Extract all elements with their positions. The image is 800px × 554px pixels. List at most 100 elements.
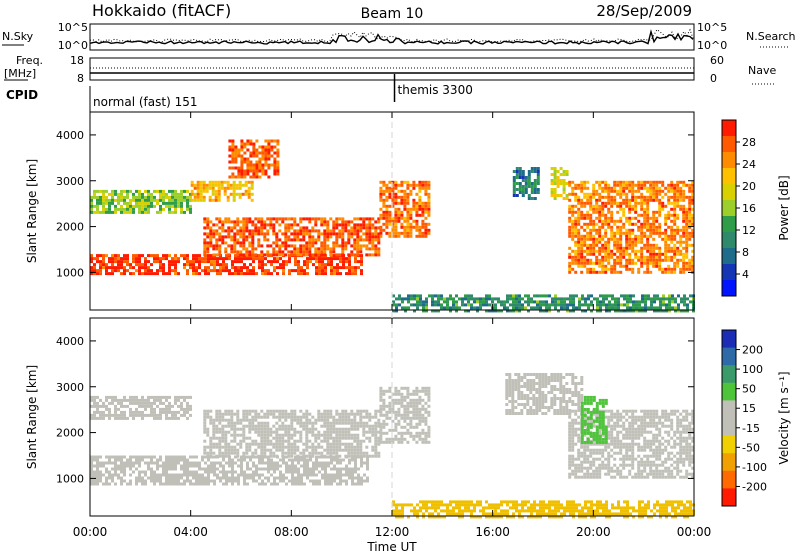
- heatmap-cell: [628, 219, 632, 223]
- heatmap-cell: [650, 300, 653, 304]
- heatmap-cell: [488, 297, 491, 301]
- heatmap-cell: [296, 223, 300, 227]
- heatmap-cell: [281, 445, 285, 449]
- heatmap-cell: [252, 175, 256, 179]
- heatmap-cell: [212, 427, 216, 431]
- heatmap-cell: [233, 412, 237, 416]
- heatmap-cell: [270, 464, 273, 468]
- heatmap-cell: [520, 412, 524, 415]
- heatmap-cell: [296, 415, 300, 419]
- heatmap-cell: [371, 244, 375, 248]
- heatmap-cell: [228, 269, 231, 273]
- heatmap-cell: [599, 306, 602, 310]
- heatmap-cell: [326, 226, 330, 230]
- heatmap-cell: [282, 473, 285, 477]
- heatmap-cell: [394, 219, 398, 223]
- heatmap-cell: [673, 249, 677, 253]
- heatmap-cell: [514, 412, 518, 415]
- heatmap-cell: [126, 458, 129, 462]
- heatmap-cell: [237, 458, 240, 462]
- heatmap-cell: [309, 458, 312, 462]
- heatmap-cell: [223, 180, 227, 184]
- heatmap-cell: [165, 410, 168, 414]
- heatmap-cell: [616, 258, 620, 262]
- heatmap-cell: [105, 254, 108, 258]
- heatmap-cell: [105, 479, 108, 483]
- heatmap-cell: [359, 223, 363, 227]
- heatmap-cell: [234, 257, 237, 261]
- heatmap-cell: [527, 176, 531, 179]
- heatmap-cell: [353, 253, 357, 257]
- heatmap-cell: [691, 180, 695, 184]
- heatmap-cell: [243, 458, 246, 462]
- heatmap-cell: [203, 247, 207, 251]
- heatmap-cell: [583, 258, 587, 262]
- heatmap-cell: [162, 189, 165, 193]
- heatmap-cell: [129, 458, 132, 462]
- heatmap-cell: [673, 237, 677, 241]
- heatmap-cell: [129, 266, 132, 270]
- heatmap-cell: [174, 266, 177, 270]
- heatmap-cell: [479, 306, 482, 310]
- heatmap-cell: [385, 210, 389, 214]
- heatmap-cell: [458, 297, 461, 301]
- freq-panel: Freq. [MHz] 18 8 60 0 Nave: [4, 54, 776, 85]
- heatmap-cell: [682, 258, 686, 262]
- heatmap-cell: [207, 482, 210, 486]
- noise-sky-label: N.Sky: [2, 30, 34, 43]
- heatmap-cell: [215, 430, 219, 434]
- heatmap-cell: [535, 406, 539, 409]
- heatmap-cell: [308, 247, 312, 251]
- heatmap-cell: [314, 250, 318, 254]
- heatmap-cell: [332, 448, 336, 452]
- heatmap-cell: [434, 294, 437, 298]
- heatmap-cell: [617, 303, 620, 307]
- heatmap-cell: [586, 252, 590, 256]
- heatmap-cell: [688, 231, 692, 235]
- heatmap-cell: [332, 418, 336, 422]
- heatmap-cell: [261, 263, 264, 267]
- heatmap-cell: [527, 182, 531, 185]
- heatmap-cell: [186, 189, 189, 193]
- heatmap-cell: [341, 229, 345, 233]
- heatmap-cell: [201, 455, 204, 459]
- heatmap-cell: [563, 306, 566, 310]
- heatmap-cell: [403, 189, 407, 193]
- heatmap-cell: [592, 228, 596, 232]
- heatmap-cell: [574, 228, 578, 232]
- heatmap-cell: [266, 409, 270, 413]
- heatmap-cell: [664, 231, 668, 235]
- heatmap-cell: [303, 272, 306, 276]
- heatmap-cell: [290, 412, 294, 416]
- heatmap-cell: [406, 228, 410, 232]
- heatmap-cell: [203, 241, 207, 245]
- heatmap-cell: [526, 373, 530, 376]
- heatmap-cell: [571, 231, 575, 235]
- heatmap-cell: [168, 269, 171, 273]
- heatmap-cell: [102, 254, 105, 258]
- heatmap-cell: [261, 473, 264, 477]
- heatmap-cell: [293, 430, 297, 434]
- heatmap-cell: [646, 198, 650, 202]
- heatmap-cell: [186, 479, 189, 483]
- heatmap-cell: [210, 467, 213, 471]
- heatmap-cell: [150, 407, 153, 411]
- heatmap-cell: [344, 247, 348, 251]
- heatmap-cell: [333, 266, 336, 270]
- heatmap-cell: [297, 260, 300, 264]
- heatmap-cell: [195, 272, 198, 276]
- heatmap-cell: [679, 252, 683, 256]
- heatmap-cell: [168, 195, 171, 199]
- heatmap-cell: [195, 260, 198, 264]
- heatmap-cell: [267, 139, 271, 143]
- heatmap-cell: [688, 195, 692, 199]
- heatmap-cell: [254, 217, 258, 221]
- heatmap-cell: [238, 195, 242, 199]
- heatmap-cell: [257, 430, 261, 434]
- heatmap-cell: [206, 250, 210, 254]
- heatmap-cell: [476, 297, 479, 301]
- heatmap-cell: [371, 253, 375, 257]
- heatmap-cell: [282, 263, 285, 267]
- heatmap-cell: [209, 232, 213, 236]
- heatmap-cell: [335, 253, 339, 257]
